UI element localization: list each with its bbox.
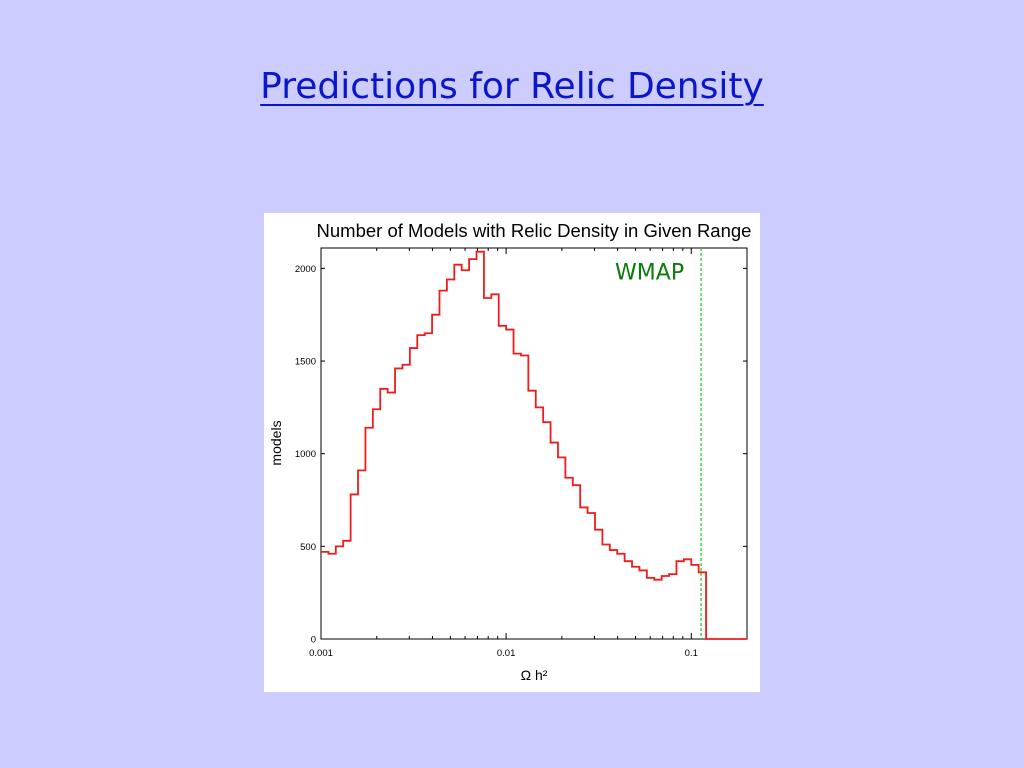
tick-labels: 0 500 1000 1500 2000 0.001 0.01 0.1: [295, 264, 698, 659]
slide-title: Predictions for Relic Density: [260, 66, 764, 107]
y-tick-label: 1500: [295, 357, 316, 368]
wmap-label: WMAP: [615, 261, 684, 286]
x-tick-label: 0.01: [497, 648, 516, 659]
chart-title: Number of Models with Relic Density in G…: [317, 220, 752, 241]
y-axis-label: models: [268, 420, 284, 465]
y-tick-label: 500: [300, 542, 316, 553]
x-tick-label: 0.1: [685, 648, 698, 659]
x-axis-label: Ω h²: [521, 667, 548, 683]
x-tick-label: 0.001: [309, 648, 333, 659]
y-tick-label: 2000: [295, 264, 316, 275]
plot-frame: [320, 247, 748, 640]
histogram-series: [321, 250, 747, 640]
axis-ticks: [320, 248, 748, 640]
y-tick-label: 1000: [295, 449, 316, 460]
y-tick-label: 0: [311, 635, 316, 646]
histogram-chart: Number of Models with Relic Density in G…: [268, 220, 752, 683]
chart-panel: Number of Models with Relic Density in G…: [264, 213, 760, 692]
